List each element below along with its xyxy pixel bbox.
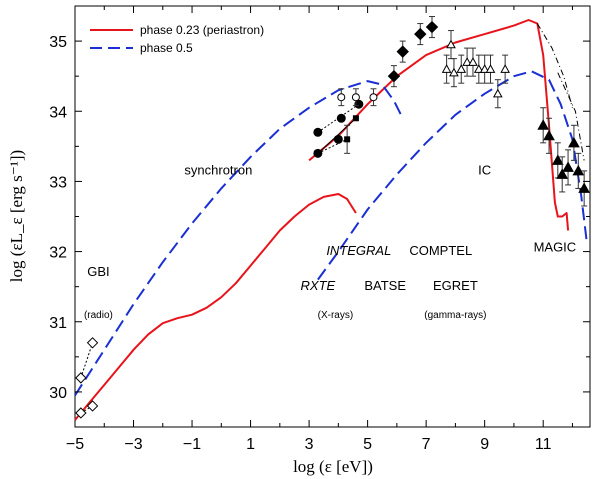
- xray-dotted-link: [317, 138, 348, 154]
- annotation-label: BATSE: [364, 278, 406, 293]
- egret-data-point: [473, 64, 484, 73]
- annotation-label: IC: [478, 162, 491, 177]
- xray-open-data-point: [369, 93, 378, 102]
- egret-data-point: [456, 64, 467, 73]
- x-tick-label: 7: [422, 436, 431, 453]
- y-tick-label: 33: [49, 174, 67, 191]
- x-tick-label: 5: [363, 436, 372, 453]
- gamma-data-point: [425, 20, 439, 34]
- xray-open-data-point: [337, 93, 346, 102]
- annotation-label: (radio): [84, 310, 113, 321]
- observations-layer: [75, 16, 590, 419]
- egret-data-point: [441, 64, 452, 73]
- xray-data-point: [354, 99, 364, 109]
- x-tick-label: 9: [480, 436, 489, 453]
- annotation-label: RXTE: [301, 278, 336, 293]
- magic-data-point: [568, 136, 580, 148]
- xray-open-data-point: [351, 93, 360, 102]
- legend-label-phase-023: phase 0.23 (periastron): [140, 23, 264, 37]
- egret-data-point: [462, 57, 472, 66]
- gamma-data-point: [414, 27, 427, 41]
- annotation-label: MAGIC: [534, 240, 577, 255]
- annotation-label: (gamma-rays): [424, 310, 486, 321]
- radio-data-point: [86, 337, 99, 349]
- radio-data-point: [75, 407, 87, 419]
- y-tick-label: 35: [49, 34, 67, 51]
- xray-data-point: [313, 148, 323, 158]
- xray-data-point: [333, 134, 343, 144]
- x-tick-label: −5: [66, 436, 84, 453]
- xray-square-data-point: [344, 136, 351, 143]
- phase-023-curve: [308, 19, 570, 231]
- egret-data-point: [500, 64, 510, 73]
- phase-023-curve: [74, 193, 357, 421]
- magic-data-point: [543, 129, 555, 141]
- gamma-data-point: [396, 45, 409, 58]
- y-tick-label: 30: [49, 385, 67, 402]
- extrapolation-curve: [557, 72, 585, 161]
- x-tick-label: −3: [124, 436, 142, 453]
- phase-05-curve: [317, 70, 589, 281]
- magic-data-point: [572, 164, 585, 176]
- egret-data-point: [479, 64, 490, 73]
- xray-data-point: [336, 113, 346, 123]
- y-tick-label: 34: [49, 104, 67, 121]
- magic-data-point: [537, 119, 550, 130]
- egret-data-point: [446, 39, 456, 49]
- y-tick-label: 31: [49, 315, 67, 332]
- x-tick-label: −1: [183, 436, 201, 453]
- legend-label-phase-05: phase 0.5: [140, 41, 193, 55]
- magic-data-point: [556, 168, 569, 179]
- y-axis-label: log (εL_ε [erg s⁻¹]): [7, 150, 26, 282]
- annotation-label: (X-rays): [318, 310, 354, 321]
- extrapolation-curve: [536, 23, 573, 108]
- y-tick-label: 32: [49, 245, 67, 262]
- egret-data-point: [468, 57, 478, 66]
- plot-frame: [74, 5, 591, 428]
- x-tick-label: 1: [246, 436, 255, 453]
- phase-05-curve: [74, 80, 404, 396]
- egret-data-point: [485, 64, 496, 73]
- radio-data-point: [75, 372, 87, 384]
- series-layer: [74, 19, 589, 421]
- x-tick-label: 11: [535, 436, 552, 453]
- gamma-data-point: [387, 69, 401, 83]
- x-tick-label: 3: [305, 436, 314, 453]
- egret-data-point: [492, 88, 503, 98]
- annotations-layer: synchrotron IC GBI (radio) INTEGRAL COMPTEL MA…: [84, 162, 576, 321]
- xray-square-data-point: [352, 115, 359, 122]
- legend: phase 0.23 (periastron) phase 0.5: [90, 23, 264, 55]
- magic-data-point: [578, 182, 590, 193]
- annotation-label: COMPTEL: [409, 243, 472, 258]
- radio-data-point: [86, 400, 99, 412]
- annotation-label: synchrotron: [184, 162, 252, 177]
- annotation-label: INTEGRAL: [326, 243, 391, 258]
- egret-data-point: [449, 67, 459, 77]
- x-axis-label: log (ε [eV]): [293, 457, 373, 476]
- magic-data-point: [551, 154, 564, 165]
- magic-data-point: [562, 161, 574, 172]
- annotation-label: GBI: [87, 264, 109, 279]
- annotation-label: EGRET: [433, 278, 478, 293]
- xray-data-point: [313, 127, 323, 137]
